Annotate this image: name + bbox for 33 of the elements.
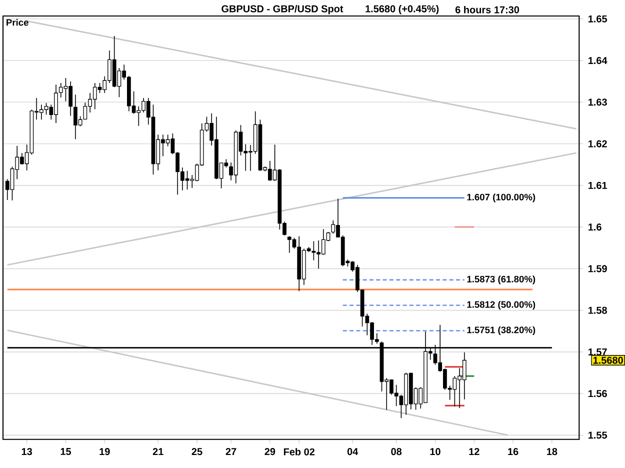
x-tick-label: 18: [547, 448, 558, 455]
chart-title: GBPUSD - GBP/USD Spot: [222, 4, 344, 14]
x-tick-label: 29: [264, 448, 276, 455]
series-label: 1.5751 (38.20%): [467, 326, 536, 335]
x-tick-label: 25: [192, 448, 202, 455]
x-tick-label: 10: [430, 448, 440, 455]
x-tick-label: 21: [152, 448, 164, 455]
y-tick-label: 1.58: [588, 306, 607, 314]
series-label: 1.5812 (50.00%): [467, 300, 536, 310]
x-tick-label: 16: [508, 448, 518, 455]
y-tick-label: 1.62: [588, 140, 607, 148]
series-label: 1.5873 (61.80%): [467, 275, 536, 284]
x-tick-label: 19: [100, 448, 110, 455]
y-tick-label: 1.55: [588, 432, 608, 439]
y-tick-label: 1.61: [588, 182, 608, 189]
x-tick-label: 27: [226, 448, 236, 455]
chart-subtitle: 1.5680 (+0.45%): [366, 4, 439, 14]
y-tick-label: 1.63: [588, 98, 607, 106]
text: 1.5680: [593, 356, 623, 364]
y-tick-label: 1.6: [588, 223, 602, 230]
x-tick-label: 08: [391, 448, 402, 455]
y-axis-title: Price: [6, 18, 28, 26]
x-tick-label: 13: [22, 448, 32, 455]
series-label: 1.607 (100.00%): [467, 193, 536, 202]
x-tick-label: 04: [347, 448, 358, 455]
y-tick-label: 1.56: [588, 390, 607, 397]
x-tick-label: Feb 02: [284, 448, 315, 456]
y-tick-label: 1.59: [588, 264, 607, 272]
text: 6 hours 17:30: [455, 6, 520, 14]
x-tick-label: 12: [469, 448, 480, 455]
y-tick-label: 1.64: [588, 56, 608, 64]
x-tick-label: 15: [60, 448, 72, 455]
y-tick-label: 1.65: [588, 15, 608, 22]
